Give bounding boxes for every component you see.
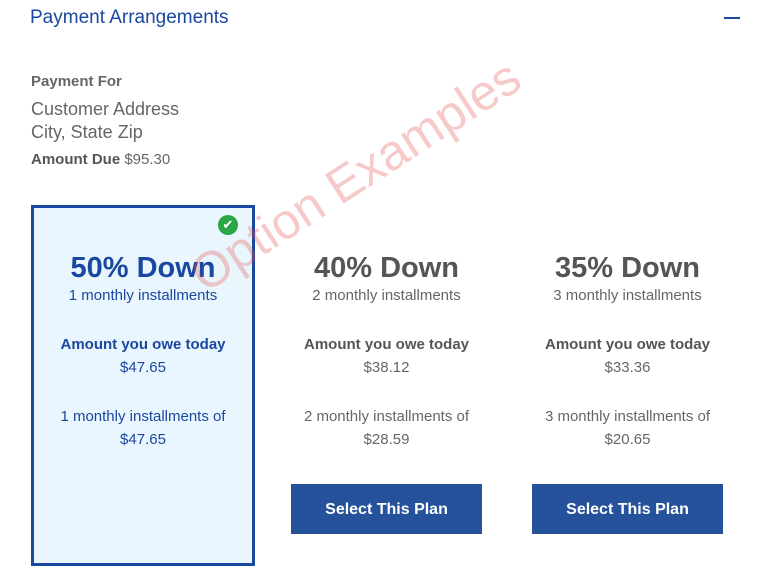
amount-due-value: $95.30 xyxy=(124,151,171,168)
amount-due: Amount Due $95.30 xyxy=(31,151,170,168)
owe-value: $38.12 xyxy=(363,359,410,376)
owe-label: Amount you owe today xyxy=(60,336,226,353)
owe-value: $33.36 xyxy=(604,359,651,376)
payment-for-label: Payment For xyxy=(31,73,122,90)
owe-label: Amount you owe today xyxy=(304,336,469,353)
section-title: Payment Arrangements xyxy=(30,7,229,28)
plan-title: 50% Down xyxy=(70,252,216,284)
minus-icon[interactable] xyxy=(724,17,740,19)
plan-title: 35% Down xyxy=(554,252,701,284)
plan-card-40: 40% Down 2 monthly installments Amount y… xyxy=(291,205,482,566)
address-line1: Customer Address xyxy=(31,99,180,119)
amount-due-label: Amount Due xyxy=(31,151,121,168)
installment-amount: $47.65 xyxy=(120,431,166,448)
installment-label: 1 monthly installments of xyxy=(60,408,226,425)
plan-card-35: 35% Down 3 monthly installments Amount y… xyxy=(532,205,723,566)
select-plan-button[interactable]: Select This Plan xyxy=(291,484,482,534)
plan-card-50[interactable]: ✔ 50% Down 1 monthly installments Amount… xyxy=(31,205,255,566)
installment-amount: $28.59 xyxy=(363,431,410,448)
plan-installments: 1 monthly installments xyxy=(68,287,218,304)
plan-title: 40% Down xyxy=(313,252,460,284)
installment-label: 3 monthly installments of xyxy=(544,408,711,425)
owe-label: Amount you owe today xyxy=(545,336,710,353)
plan-installments: 2 monthly installments xyxy=(312,287,461,304)
installment-amount: $20.65 xyxy=(604,431,651,448)
address-line2: City, State Zip xyxy=(31,122,143,142)
owe-value: $47.65 xyxy=(120,359,166,376)
select-plan-button[interactable]: Select This Plan xyxy=(532,484,723,534)
check-circle-icon: ✔ xyxy=(218,215,238,235)
installment-label: 2 monthly installments of xyxy=(303,408,470,425)
plan-installments: 3 monthly installments xyxy=(553,287,702,304)
